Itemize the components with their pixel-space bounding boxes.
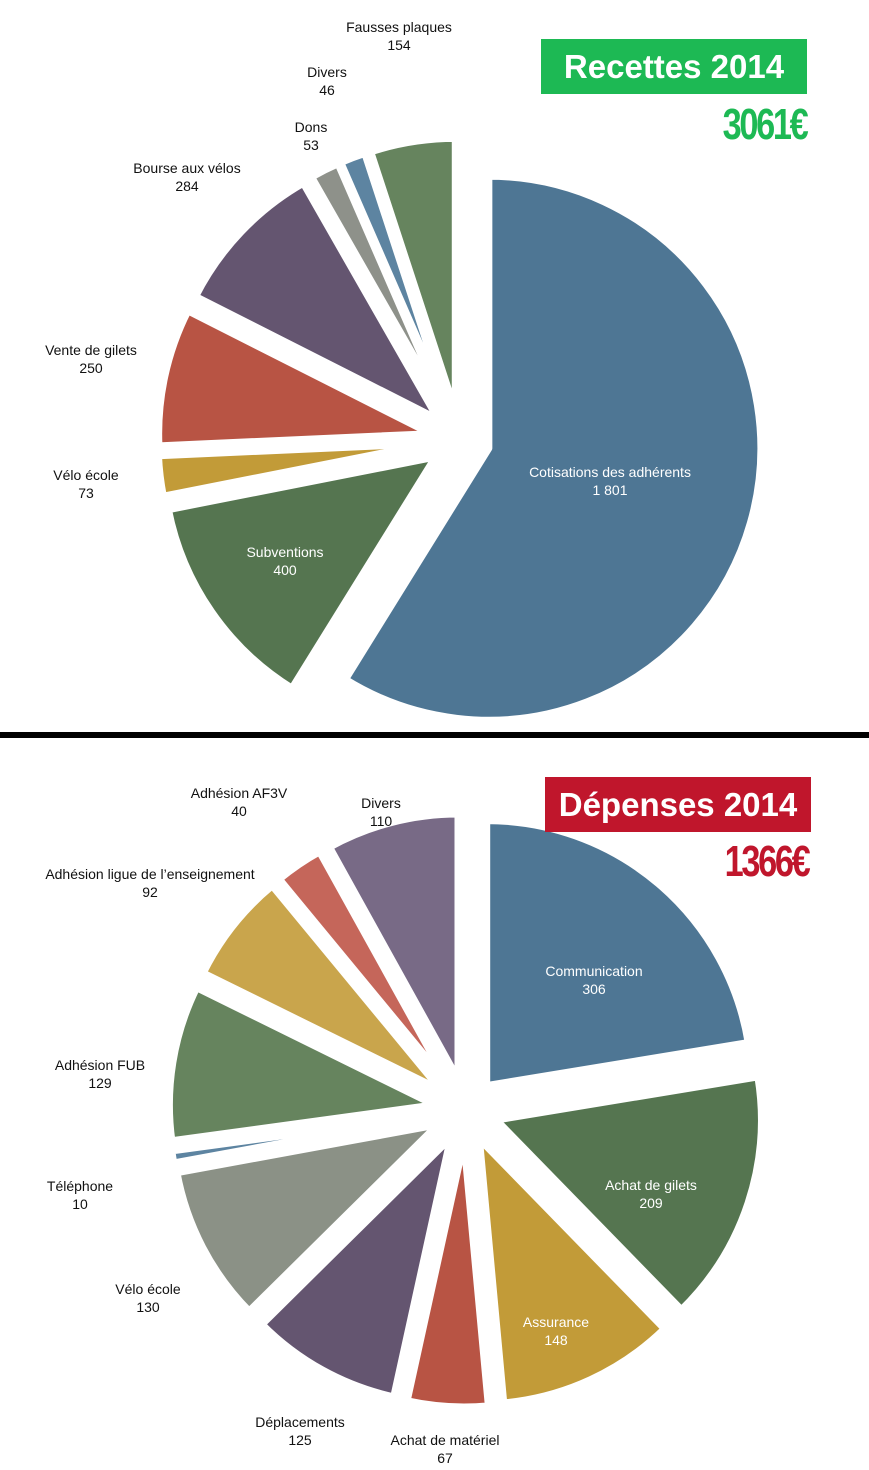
depenses-slice-2 [475,1135,668,1407]
recettes-slice-7 [367,134,459,414]
depenses-slice-label-9: Adhésion AF3V 40 [191,785,288,819]
depenses-slice-4 [258,1134,455,1401]
recettes-slice-4 [192,179,442,423]
depenses-slice-label-1: Achat de gilets 209 [605,1177,697,1211]
depenses-title: Dépenses 2014 [545,777,811,832]
depenses-slice-label-10: Divers 110 [361,795,401,829]
recettes-slice-0 [341,172,765,724]
recettes-slice-2 [154,440,434,500]
depenses-slice-label-7: Adhésion FUB 129 [55,1057,145,1091]
depenses-slice-6 [168,1111,438,1167]
depenses-slice-label-8: Adhésion ligue de l’enseignement 92 [45,866,254,900]
depenses-slice-label-0: Communication 306 [545,963,642,997]
recettes-total: 3061€ [722,100,808,149]
recettes-slice-label-5: Dons 53 [295,119,328,153]
depenses-slice-label-6: Téléphone 10 [47,1178,113,1212]
depenses-slice-1 [492,1073,765,1314]
depenses-slice-10 [326,810,462,1083]
recettes-slice-label-4: Bourse aux vélos 284 [133,160,240,194]
recettes-slice-label-7: Fausses plaques 154 [346,19,452,53]
recettes-slice-label-2: Vélo école 73 [53,467,119,501]
depenses-slice-label-3: Achat de matériel 67 [391,1432,500,1466]
depenses-slice-8 [199,882,445,1094]
depenses-slice-9 [275,848,452,1088]
depenses-slice-5 [173,1121,442,1315]
recettes-slice-3 [155,307,435,450]
recettes-slice-label-1: Subventions 400 [246,544,323,578]
depenses-slice-7 [165,984,438,1145]
recettes-title: Recettes 2014 [541,39,807,94]
depenses-slice-label-2: Assurance 148 [523,1314,589,1348]
recettes-slice-6 [337,149,453,416]
recettes-slice-label-3: Vente de gilets 250 [45,342,137,376]
depenses-slice-0 [483,817,752,1090]
depenses-slice-3 [403,1138,492,1411]
recettes-slice-1 [164,453,439,692]
recettes-slice-label-6: Divers 46 [307,64,347,98]
depenses-total: 1366€ [724,837,810,886]
section-divider [0,732,869,738]
recettes-slice-label-0: Cotisations des adhérents 1 801 [529,464,691,498]
depenses-slice-label-5: Vélo école 130 [115,1281,181,1315]
depenses-slice-label-4: Déplacements 125 [255,1414,345,1448]
